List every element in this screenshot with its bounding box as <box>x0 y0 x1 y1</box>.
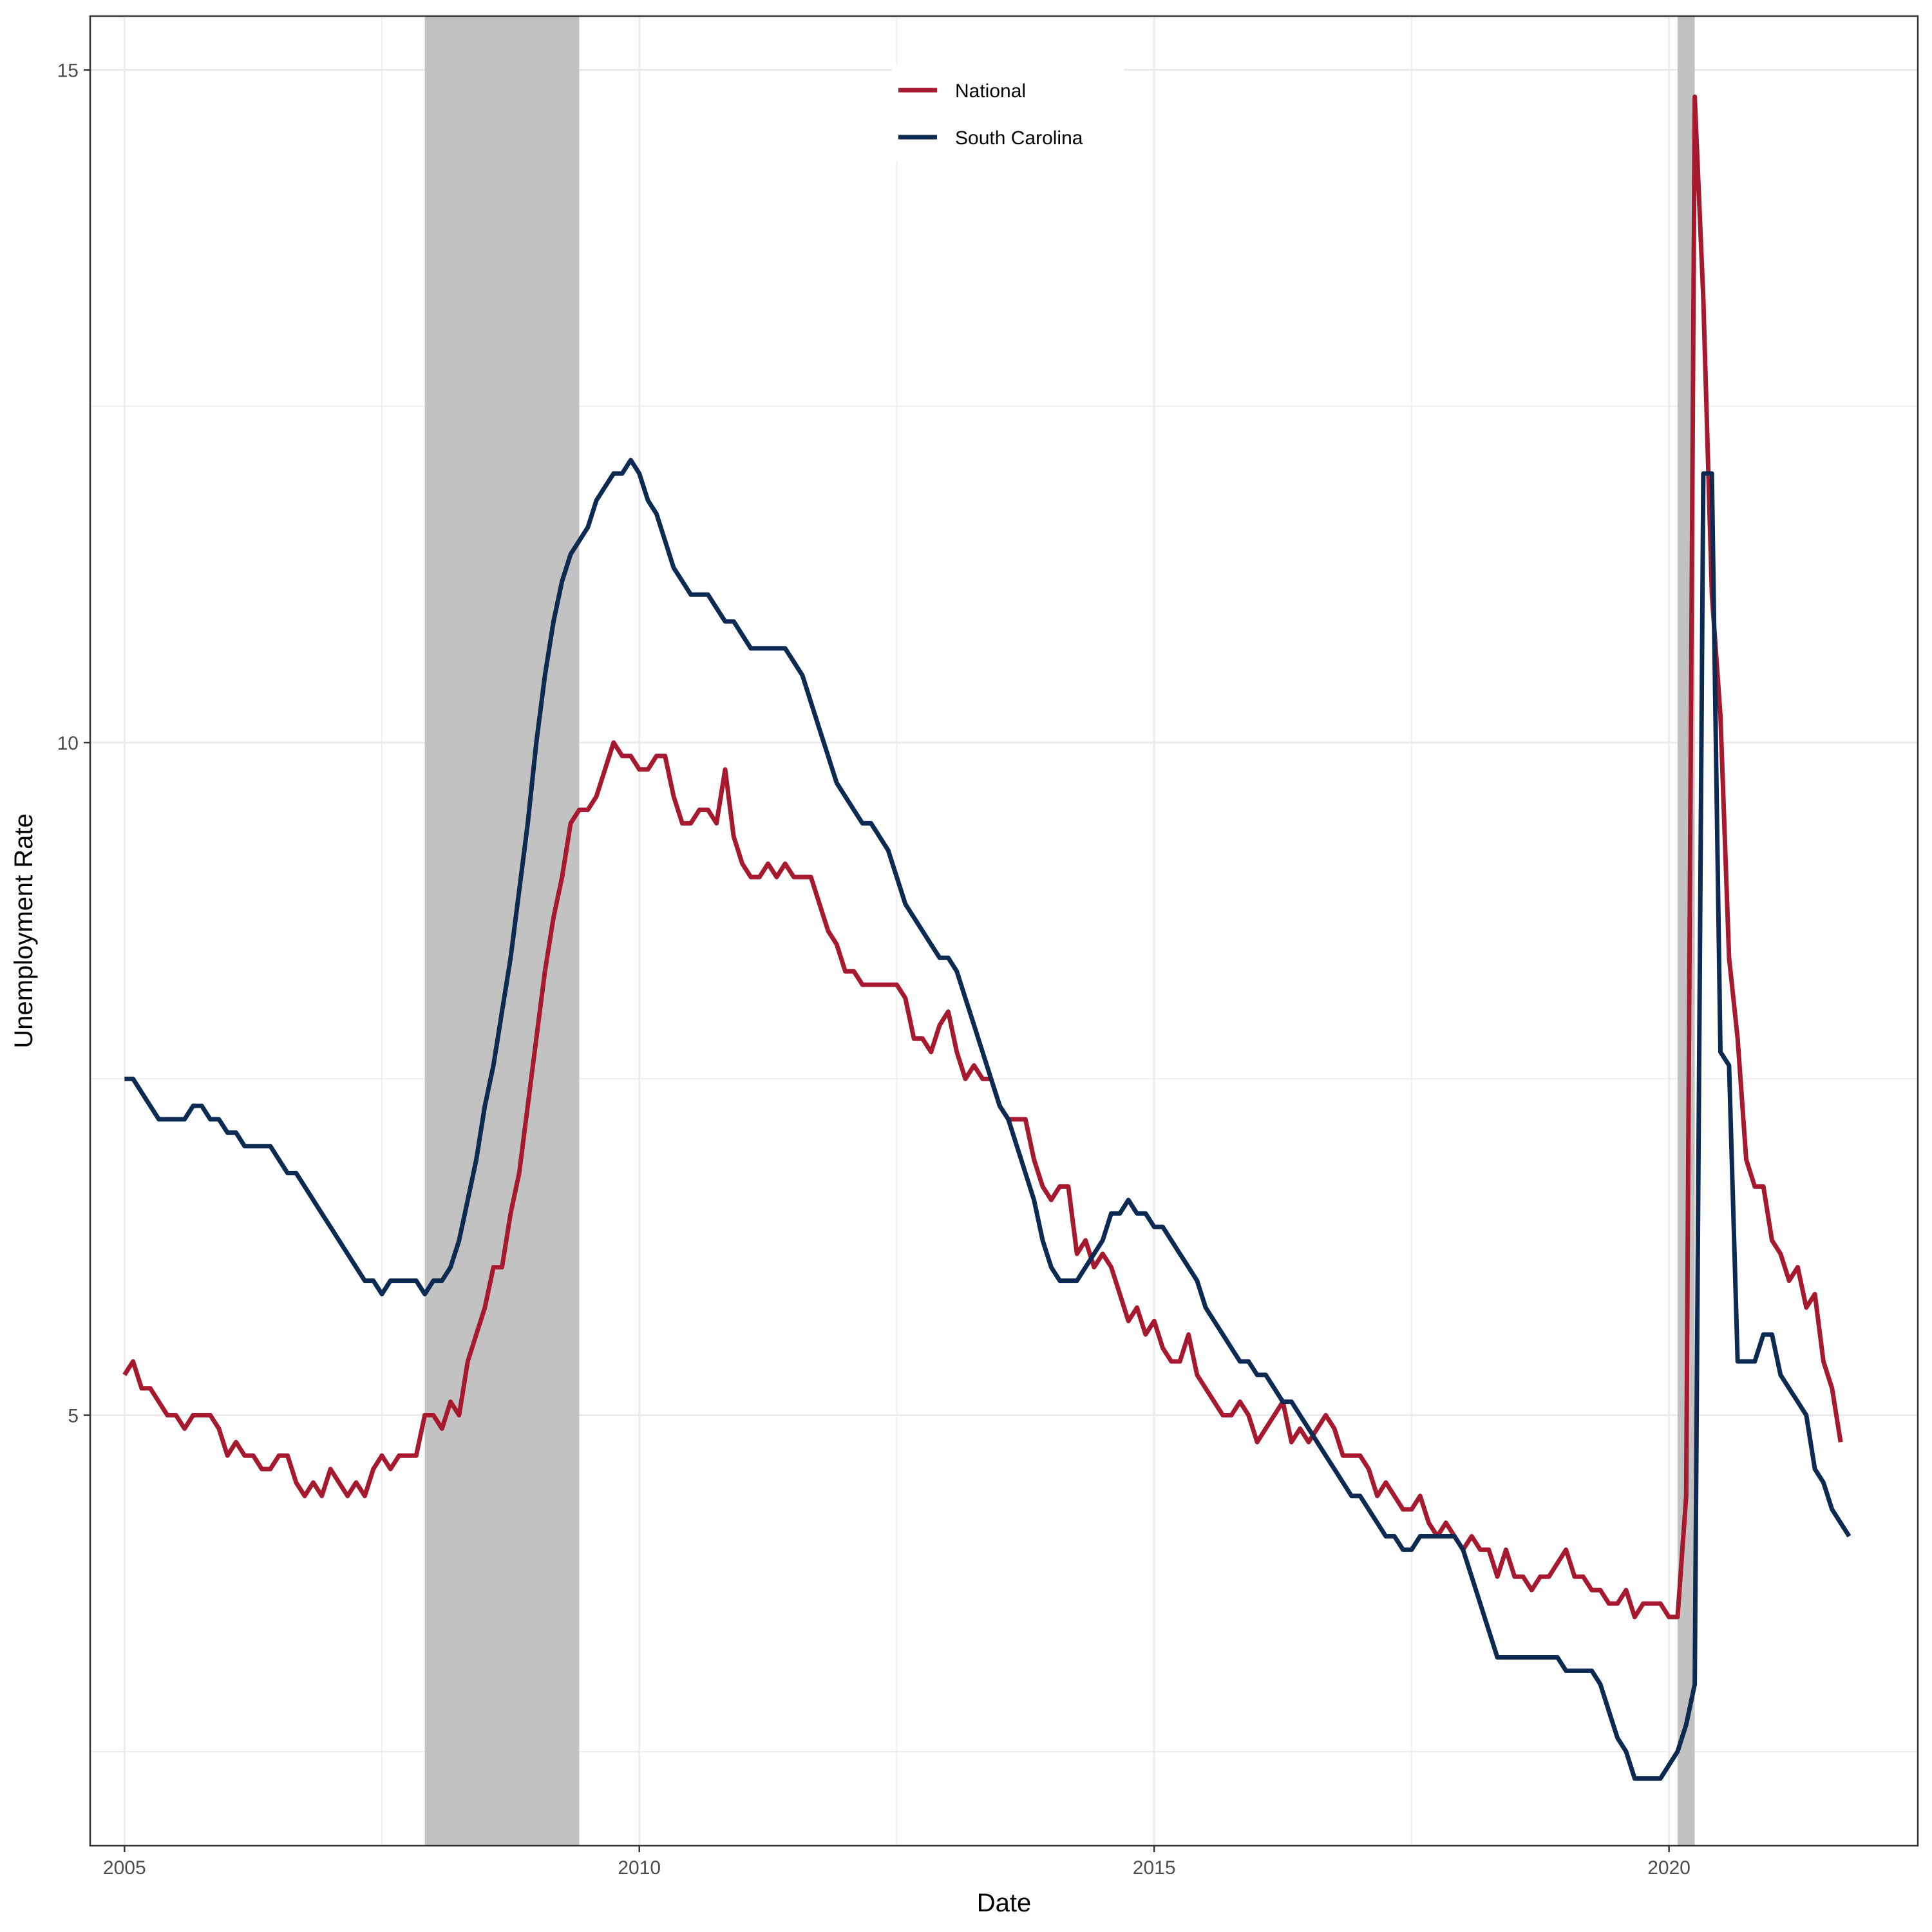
x-axis-title: Date <box>977 1889 1032 1917</box>
legend-background <box>892 64 1124 161</box>
series-line-south-carolina <box>124 457 1852 1781</box>
legend-label-south-carolina: South Carolina <box>955 128 1083 149</box>
x-tick-label: 2005 <box>103 1857 146 1879</box>
plot-background <box>90 16 1918 1846</box>
plot-border <box>89 15 1919 1847</box>
y-tick-label: 5 <box>68 1406 79 1427</box>
x-tick-label: 2010 <box>618 1857 661 1879</box>
axes: 5 10 15 2005 2010 2015 2020 <box>57 61 1690 1879</box>
legend: National South Carolina <box>892 64 1124 161</box>
series-line-national <box>122 94 1843 1620</box>
y-axis-title: Unemployment Rate <box>10 813 38 1048</box>
y-tick-label: 15 <box>57 61 79 82</box>
series-lines <box>122 94 1852 1781</box>
x-tick-label: 2020 <box>1647 1857 1690 1879</box>
legend-label-national: National <box>955 80 1026 102</box>
recession-band <box>424 16 580 1846</box>
y-tick-label: 10 <box>57 733 79 754</box>
x-tick-label: 2015 <box>1133 1857 1176 1879</box>
